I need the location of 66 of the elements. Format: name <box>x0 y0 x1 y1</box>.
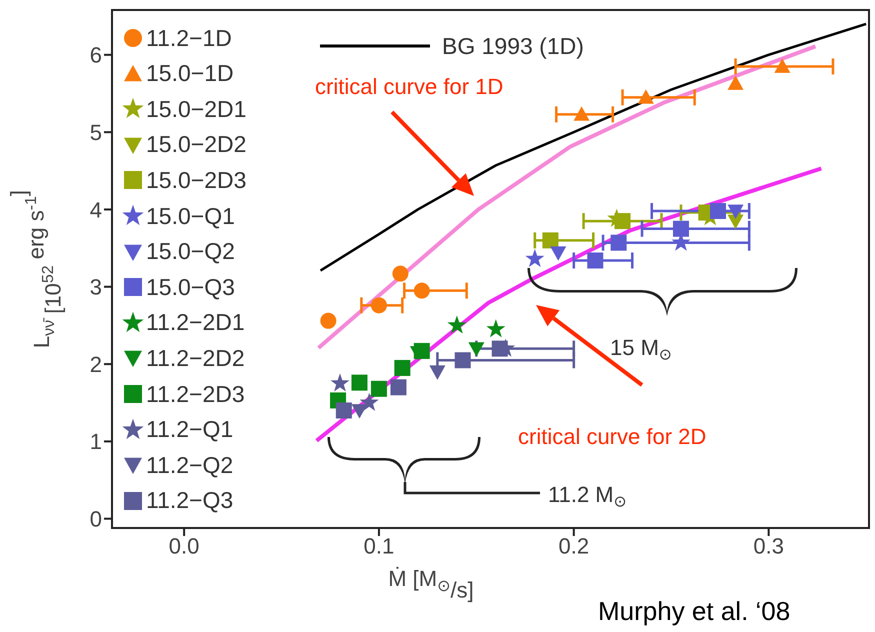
point <box>468 342 484 357</box>
legend-label: 11.2−2D1 <box>146 309 245 336</box>
annotation: critical curve for 2D <box>518 424 706 449</box>
point <box>429 365 446 380</box>
x-tick-label: 0.3 <box>753 534 784 559</box>
point <box>574 106 590 121</box>
x-tick-label: 0.2 <box>558 534 590 559</box>
point <box>414 342 430 359</box>
point <box>351 404 368 418</box>
legend-label: BG 1993 (1D) <box>442 32 584 60</box>
line-series <box>314 166 824 443</box>
point <box>550 246 566 261</box>
legend-label: 15.0−1D <box>146 60 234 88</box>
point <box>454 352 471 368</box>
legend-label: 15.0−Q1 <box>146 202 235 230</box>
legend-label: 11.2−2D3 <box>146 380 245 408</box>
legend-label: 15.0−Q2 <box>146 238 235 266</box>
x-axis-title: Ṁ [M$_{⊙}$/s] <box>388 566 474 602</box>
y-tick-label: 6 <box>90 42 102 68</box>
legend-label: 15.0−2D2 <box>146 131 246 158</box>
point <box>492 340 508 357</box>
point <box>525 248 544 268</box>
legend-label: 11.2−Q2 <box>146 452 234 479</box>
point <box>360 392 379 411</box>
point <box>414 282 430 299</box>
y-tick-label: 1 <box>90 429 102 454</box>
point <box>351 374 368 391</box>
point <box>672 220 689 237</box>
point <box>728 75 744 90</box>
point <box>394 360 410 376</box>
point <box>542 232 558 248</box>
y-tick-label: 0 <box>90 506 102 532</box>
y-tick-label: 4 <box>90 197 102 222</box>
point <box>638 89 654 104</box>
x-tick-label: 0.1 <box>364 534 394 559</box>
legend-label: 15.0−2D1 <box>146 96 246 123</box>
y-tick-label: 5 <box>90 120 102 145</box>
point <box>447 315 466 334</box>
point <box>486 319 506 338</box>
annotation: 15 M$_{⊙}$ <box>610 335 672 364</box>
point <box>370 297 387 314</box>
legend-label: 15.0−2D3 <box>146 166 246 194</box>
y-tick-label: 3 <box>90 274 102 300</box>
point <box>710 203 726 220</box>
x-tick-label: 0.0 <box>168 534 200 559</box>
text: Murphy et al. ‘08 <box>598 596 790 626</box>
point <box>336 402 352 418</box>
point <box>390 379 406 396</box>
legend-label: 11.2−2D2 <box>146 344 245 372</box>
point <box>392 266 408 282</box>
point <box>610 234 627 251</box>
point <box>587 252 604 268</box>
point <box>728 214 744 230</box>
legend-label: 11.2−Q3 <box>146 487 234 514</box>
annotation: 11.2 M$_{⊙}$ <box>548 482 627 511</box>
point <box>728 204 744 220</box>
point <box>330 373 350 392</box>
legend-label: 11.2−Q1 <box>146 416 234 444</box>
point <box>614 213 631 230</box>
legend-label: 11.2−1D <box>146 24 232 52</box>
annotation: critical curve for 1D <box>315 74 504 99</box>
y-tick-label: 2 <box>90 352 102 377</box>
point <box>774 58 790 73</box>
point <box>320 312 336 329</box>
point <box>370 380 387 397</box>
legend-label: 15.0−Q3 <box>146 274 235 301</box>
